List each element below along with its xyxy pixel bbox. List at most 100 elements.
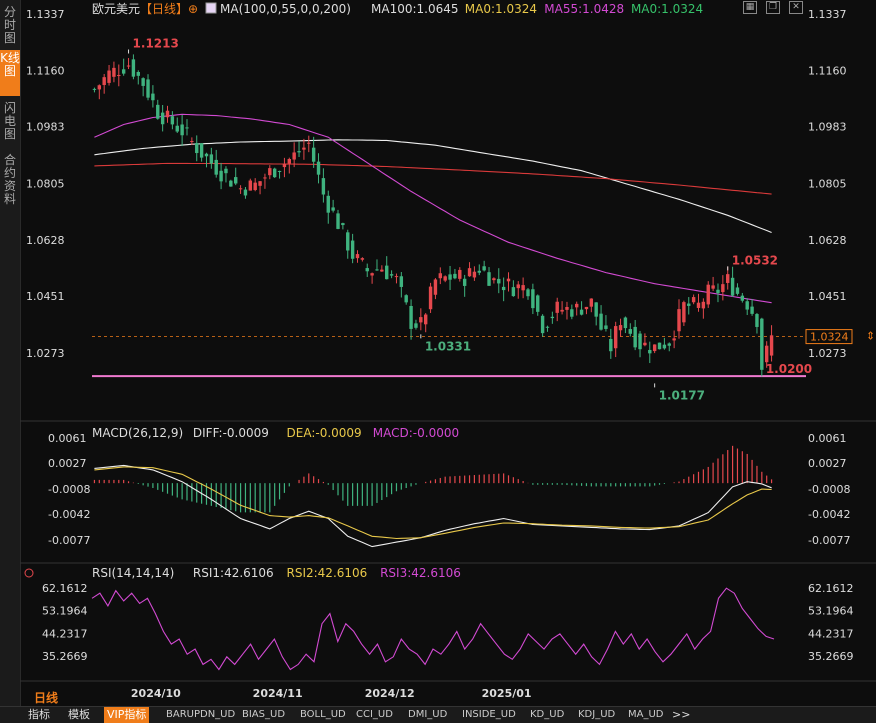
- candle: [141, 78, 145, 86]
- rsi-tick-left: 44.2317: [42, 627, 88, 640]
- candle: [594, 302, 598, 317]
- tab-ma[interactable]: MA_UD: [628, 709, 664, 720]
- candle: [195, 143, 199, 154]
- candle: [248, 180, 253, 191]
- tab-template[interactable]: 模板: [68, 708, 90, 721]
- date-label: 2024/10: [131, 687, 181, 700]
- candle: [355, 254, 360, 259]
- candle: [672, 338, 676, 341]
- candle: [579, 309, 584, 315]
- price-tick-right: 1.0805: [808, 177, 847, 190]
- candle: [399, 276, 404, 287]
- tab-kdj[interactable]: KDJ_UD: [578, 709, 616, 720]
- tab-inside[interactable]: INSIDE_UD: [462, 709, 516, 720]
- candle: [350, 240, 355, 259]
- close-icon[interactable]: ✕: [789, 1, 803, 14]
- macd-legend-2: MACD:-0.0000: [373, 426, 459, 440]
- candle: [92, 88, 97, 90]
- rsi-line: [91, 587, 775, 671]
- tab-boll[interactable]: BOLL_UD: [300, 709, 346, 720]
- rsi-tick-right: 35.2669: [808, 650, 854, 663]
- candle: [511, 287, 516, 297]
- candle: [662, 344, 667, 349]
- candle: [501, 286, 506, 291]
- tab-vip-indicators[interactable]: VIP指标: [104, 707, 150, 723]
- candle: [404, 295, 408, 303]
- period-label[interactable]: 日线: [34, 691, 59, 705]
- macd-tick-left: -0.0077: [48, 534, 90, 547]
- price-annotation: 1.0331: [425, 339, 471, 353]
- candle: [375, 269, 379, 271]
- sidebar: 分时图 K线图 闪电图 合约资料: [0, 0, 21, 706]
- candle: [131, 59, 136, 77]
- chart-area[interactable]: 欧元美元 【日线】 ⊕ MA(100,0,55,0,0,200) MA100:1.064…: [20, 0, 876, 706]
- date-label: 2024/11: [253, 687, 303, 700]
- macd-tick-right: 0.0027: [808, 457, 847, 470]
- candle: [199, 143, 204, 158]
- tab-bias[interactable]: BIAS_UD: [242, 709, 286, 720]
- tab-barupdn[interactable]: BARUPDN_UD: [166, 709, 236, 720]
- candle: [648, 349, 652, 354]
- candle: [691, 297, 696, 303]
- more-tabs-icon[interactable]: >>: [672, 708, 691, 721]
- candle: [667, 343, 671, 346]
- price-tick-right: 1.0983: [808, 121, 847, 134]
- candle: [121, 69, 126, 74]
- candle: [282, 163, 287, 168]
- candle: [764, 345, 769, 363]
- candle: [540, 315, 545, 334]
- candle: [487, 272, 491, 286]
- grid-layout-icon[interactable]: ▦: [743, 1, 757, 14]
- candle: [584, 306, 589, 310]
- tab-dmi[interactable]: DMI_UD: [408, 709, 448, 720]
- restore-icon[interactable]: ❐: [766, 1, 780, 14]
- price-tick-right: 1.0628: [808, 234, 847, 247]
- candle: [443, 276, 447, 281]
- candle: [180, 124, 184, 136]
- candle: [185, 127, 189, 129]
- candle: [272, 168, 277, 178]
- candle: [740, 295, 745, 301]
- macd-tick-left: 0.0061: [48, 432, 87, 445]
- candle: [389, 274, 394, 276]
- candle: [750, 306, 754, 314]
- macd-tick-left: -0.0042: [48, 508, 90, 521]
- candle: [721, 284, 725, 293]
- price-tick-left: 1.0805: [26, 177, 65, 190]
- macd-legend-0: DIFF:-0.0009: [193, 426, 269, 440]
- candle: [589, 298, 594, 307]
- tab-timeshare[interactable]: 分时图: [3, 5, 16, 45]
- candle: [448, 274, 452, 280]
- candle: [268, 168, 272, 176]
- candle: [302, 147, 306, 150]
- candle: [550, 316, 555, 319]
- candle: [385, 265, 389, 280]
- rsi-tick-left: 35.2669: [42, 650, 88, 663]
- candle: [297, 151, 301, 153]
- candle: [643, 342, 647, 346]
- tab-flash-chart[interactable]: 闪电图: [3, 101, 16, 141]
- candle: [316, 161, 321, 175]
- macd-tick-right: -0.0042: [808, 508, 850, 521]
- tab-kline[interactable]: K线图: [0, 50, 20, 96]
- candle: [555, 301, 559, 313]
- rsi-tick-left: 53.1964: [42, 605, 88, 618]
- tab-indicators[interactable]: 指标: [28, 708, 50, 721]
- price-tick-right: 1.1337: [808, 8, 847, 21]
- candle: [628, 329, 632, 334]
- tab-kd[interactable]: KD_UD: [530, 709, 565, 720]
- candle: [112, 67, 116, 77]
- tab-cci[interactable]: CCI_UD: [356, 709, 393, 720]
- candle: [467, 268, 472, 277]
- candle: [633, 326, 637, 348]
- macd-tick-left: 0.0027: [48, 457, 87, 470]
- candle: [365, 268, 369, 272]
- candle: [238, 188, 243, 190]
- candle: [321, 178, 326, 195]
- tab-contract-info[interactable]: 合约资料: [3, 153, 16, 206]
- price-tick-right: 1.0451: [808, 290, 847, 303]
- rsi-legend-1: RSI2:42.6106: [287, 566, 368, 580]
- candle: [414, 323, 418, 328]
- candle: [769, 335, 774, 356]
- candle: [292, 152, 296, 160]
